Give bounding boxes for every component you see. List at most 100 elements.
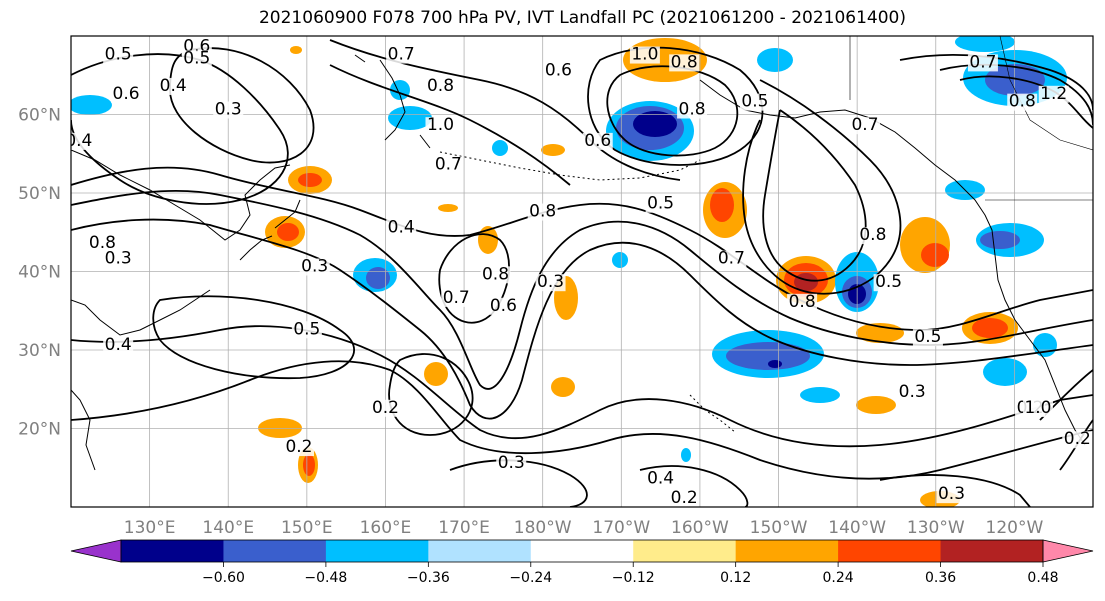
contour-label-bg <box>739 93 770 111</box>
lon-tick-label: 150°E <box>281 518 333 538</box>
longitude-labels: 130°E 140°E 150°E 160°E 170°E 180°W 170°W 160°W… <box>124 518 1044 538</box>
colorbar-extend-high <box>1042 539 1094 563</box>
lon-tick-label: 130°W <box>907 518 965 538</box>
colorbar: −0.60 −0.48 −0.36 −0.24 −0.12 0.12 0.24 0.36 0.4… <box>70 539 1094 586</box>
contour-label: 0.8 <box>482 264 509 284</box>
contour-label-bg <box>103 250 134 268</box>
contour-label: 0.8 <box>89 233 116 253</box>
negative-anomaly-patch <box>388 106 432 130</box>
pv-contour-line <box>71 360 1093 480</box>
contour-label: 0.3 <box>537 272 564 292</box>
contour-label-bg <box>488 297 519 315</box>
contour-label-bg <box>283 439 314 457</box>
contour-label: 0.2 <box>372 398 399 418</box>
colorbar-segment <box>121 540 224 562</box>
contour-label: 0.3 <box>938 484 965 504</box>
contour-label: 0.6 <box>113 84 140 104</box>
positive-anomaly-patch <box>303 454 315 476</box>
contour-label-bg <box>386 46 417 64</box>
contour-label-bg <box>645 195 676 213</box>
negative-anomaly-patch <box>71 95 112 115</box>
pv-contour-line <box>71 166 1093 331</box>
lon-tick-label: 170°E <box>438 518 490 538</box>
contour-label-bg <box>111 85 142 103</box>
contour-label-bg <box>425 77 456 95</box>
contour-label-bg <box>291 321 322 339</box>
negative-anomaly-patch <box>980 231 1020 249</box>
pv-contour-line <box>329 64 571 186</box>
map-frame <box>70 35 1094 508</box>
contour-label: 0.6 <box>584 131 611 151</box>
contour-label-bg <box>669 490 700 507</box>
contour-label-bg <box>629 46 660 64</box>
contour-label: 0.8 <box>1009 92 1036 112</box>
pv-contour-line <box>152 295 355 380</box>
contour-label-bg <box>158 77 189 95</box>
lat-tick-label: 60°N <box>18 106 61 126</box>
contour-label: 1.0 <box>427 115 454 135</box>
colorbar-segment <box>325 540 429 562</box>
colorbar-segment <box>735 540 839 562</box>
negative-anomaly-patch <box>985 64 1045 96</box>
hawaii-islands <box>689 394 736 433</box>
contour-label: 0.5 <box>741 92 768 112</box>
contour-label-bg <box>181 50 212 68</box>
contour-label: 0.3 <box>105 249 132 269</box>
contour-label: 0.5 <box>914 327 941 347</box>
latitude-labels: 20°N 30°N 40°N 50°N 60°N <box>18 106 61 440</box>
contour-label: 1.0 <box>631 45 658 65</box>
negative-anomaly-patch <box>681 448 691 462</box>
colorbar-outline <box>120 539 1044 563</box>
colorbar-tick-label: −0.12 <box>612 570 655 586</box>
contour-label-bg <box>936 486 967 504</box>
pv-contour-line <box>879 474 1031 507</box>
contour-label-bg <box>873 274 904 292</box>
contour-label: 0.5 <box>183 48 210 68</box>
contour-label-bg <box>582 132 613 150</box>
contour-label-bg <box>1062 431 1093 449</box>
contour-label-bg <box>850 117 881 135</box>
contour-label-bg <box>787 293 818 311</box>
positive-anomaly-patch <box>424 362 448 386</box>
positive-anomaly-patch <box>277 223 299 241</box>
contour-label: 0.8 <box>789 292 816 312</box>
contour-label-bg <box>480 266 511 284</box>
lon-tick-label: 140°W <box>828 518 886 538</box>
colorbar-tick-label: 0.48 <box>1027 570 1058 586</box>
contour-label-bg <box>897 384 928 402</box>
positive-anomaly-patch <box>290 46 302 54</box>
pv-contour-line <box>71 189 1093 390</box>
asia-coastline <box>71 149 301 471</box>
contour-label: 0.5 <box>647 194 674 214</box>
contour-label-bg <box>669 54 700 72</box>
pv-contour-line <box>742 79 902 295</box>
colorbar-tick-label: −0.60 <box>202 570 245 586</box>
contour-label-bg <box>1022 399 1053 417</box>
colorbar-extend-low <box>70 539 122 563</box>
contour-label-bg <box>645 470 676 488</box>
positive-anomaly-patch <box>551 377 575 397</box>
contour-label: 0.3 <box>301 257 328 277</box>
negative-anomaly-patch <box>800 387 840 403</box>
lon-tick-label: 180°W <box>514 518 572 538</box>
pv-contour-line <box>639 465 749 507</box>
negative-anomaly-patch <box>366 267 390 289</box>
contour-label: 0.7 <box>851 115 878 135</box>
contour-label: 0.8 <box>859 225 886 245</box>
positive-anomaly-patch <box>478 226 498 254</box>
kamchatka-coastline <box>354 54 431 149</box>
contour-label-bg <box>103 46 134 64</box>
contour-label: 0.6 <box>490 296 517 316</box>
contour-label: 0.6 <box>545 60 572 80</box>
lon-tick-label: 120°W <box>986 518 1044 538</box>
colorbar-tick-label: 0.24 <box>823 570 854 586</box>
contour-label: 0.5 <box>875 272 902 292</box>
contour-label: 0.7 <box>443 288 470 308</box>
contour-label: 0.4 <box>160 76 187 96</box>
positive-anomaly-patch <box>856 396 896 414</box>
colorbar-segment <box>633 540 737 562</box>
lon-tick-label: 160°W <box>671 518 729 538</box>
contour-label: 0.3 <box>215 100 242 120</box>
colorbar-segment <box>223 540 327 562</box>
contour-label-bg <box>71 132 94 150</box>
